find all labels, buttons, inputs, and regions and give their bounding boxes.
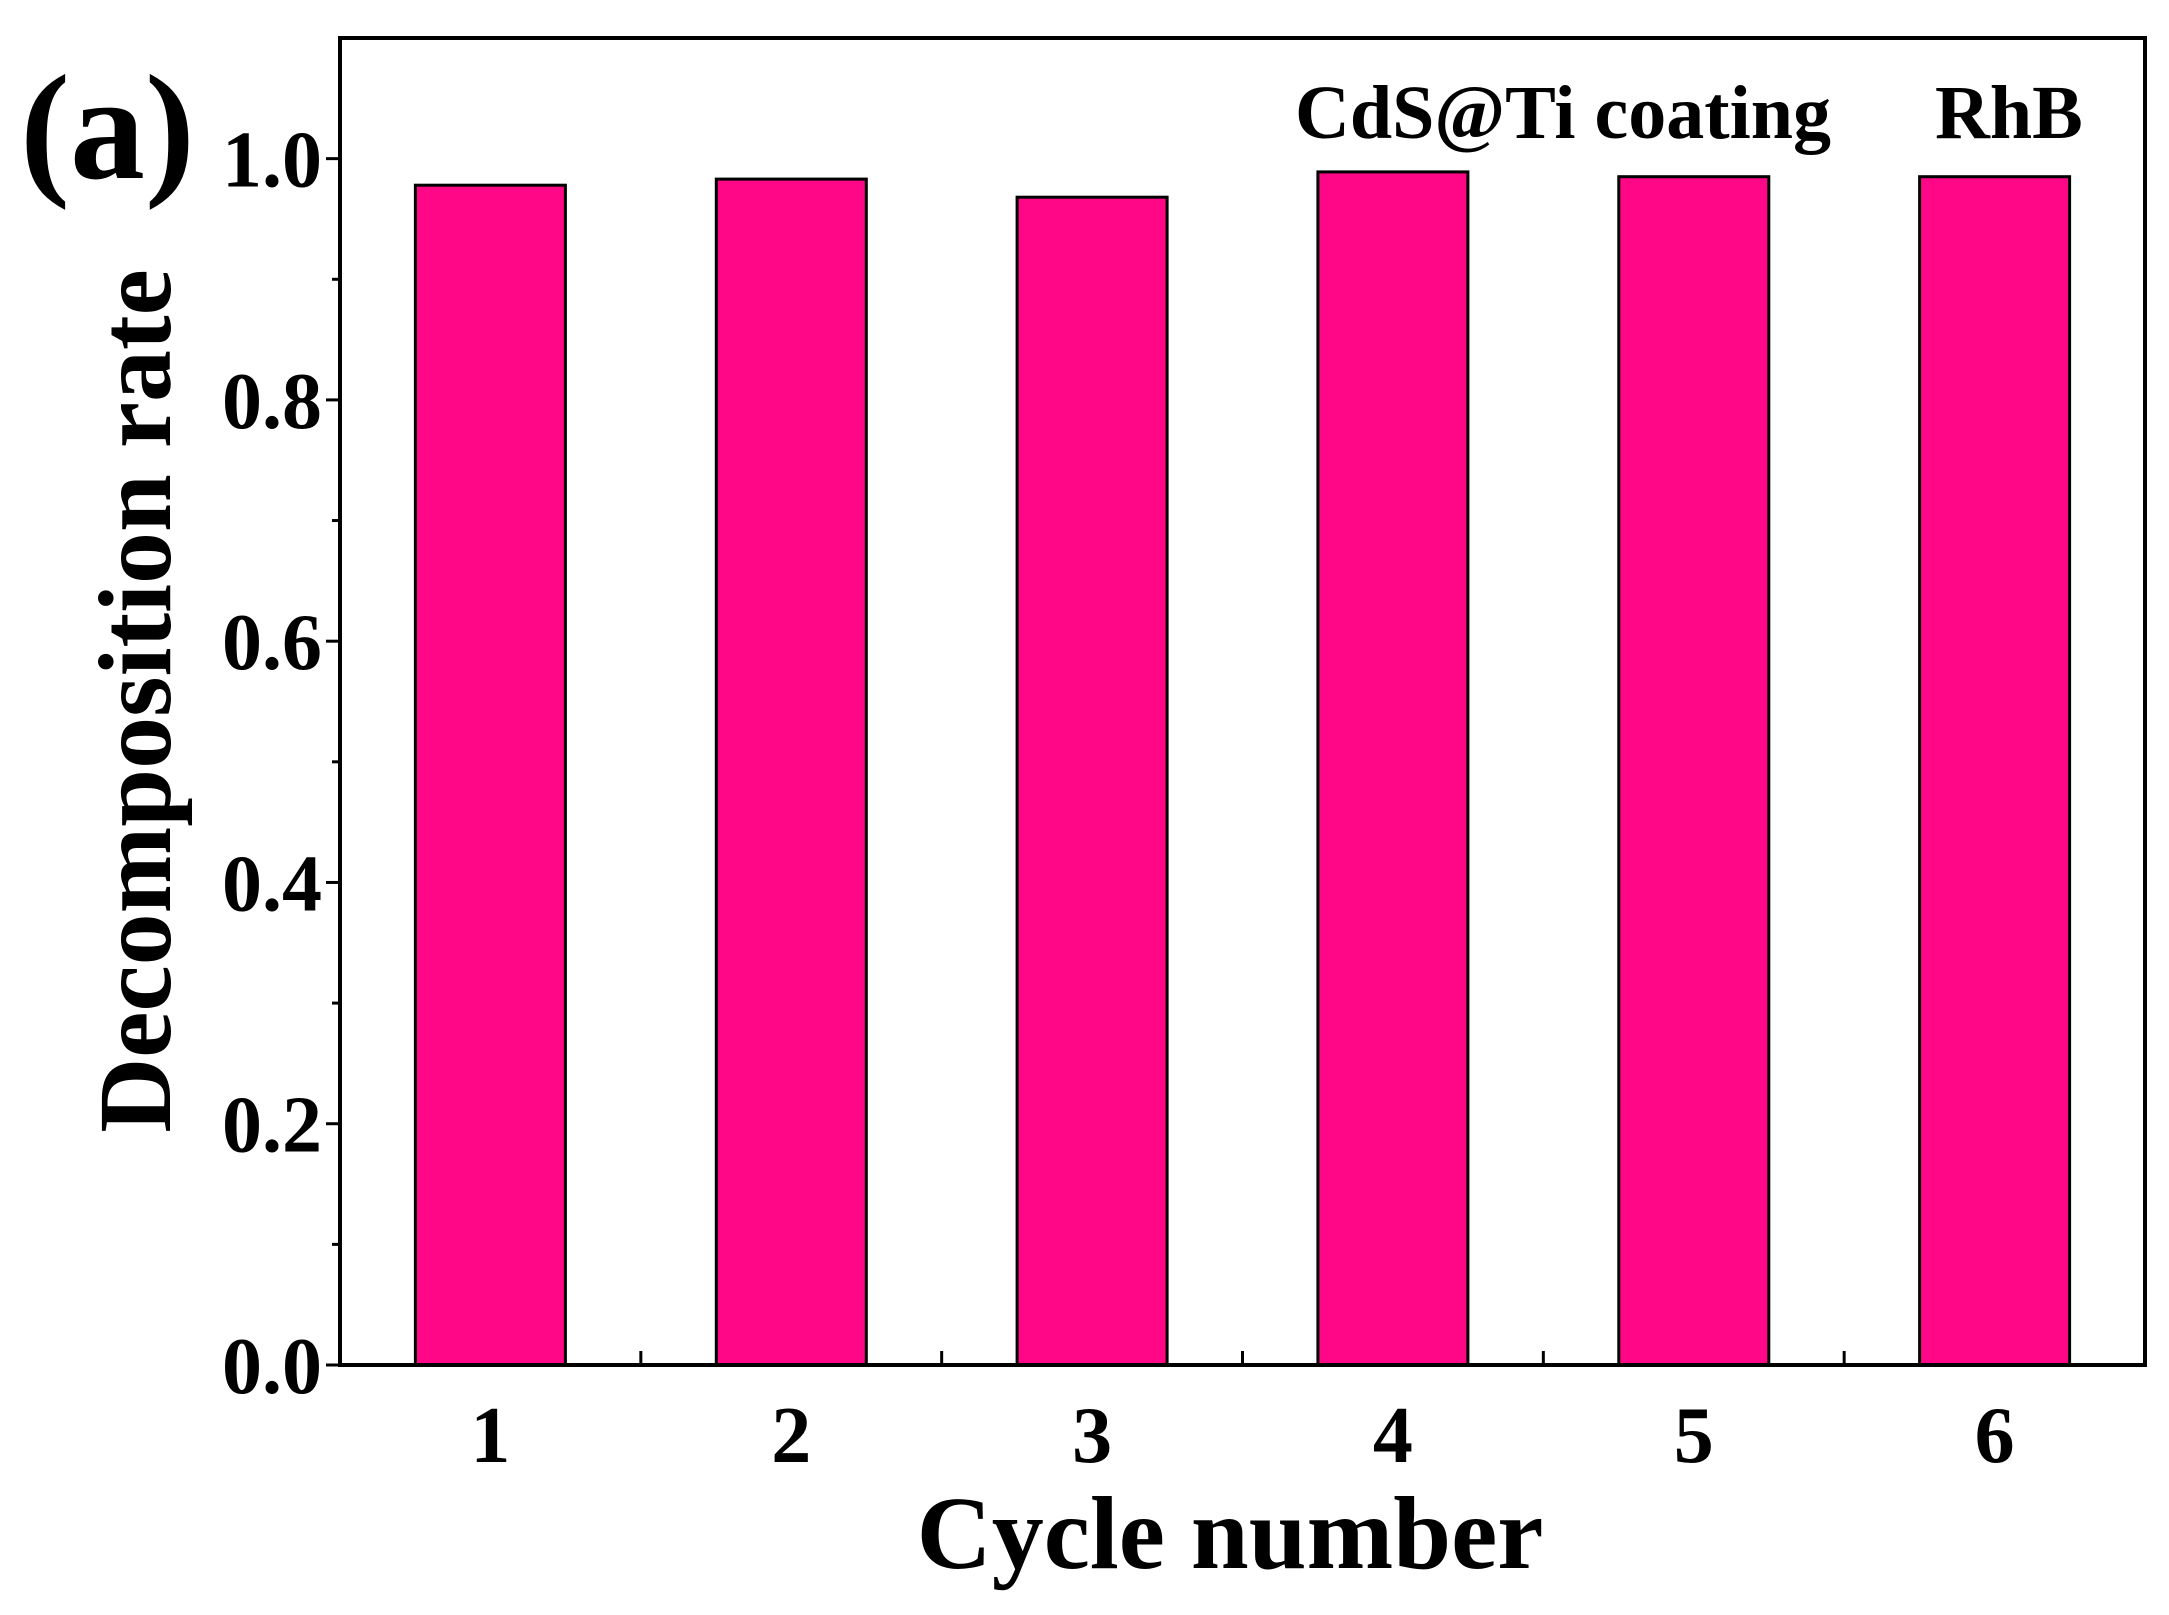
- y-tick-label: 0.2: [222, 1082, 322, 1170]
- y-tick-label: 0.8: [222, 358, 322, 446]
- annotation-dye: RhB: [1935, 71, 2083, 155]
- bar-cycle-3: [1015, 195, 1169, 1367]
- y-tick-label: 0.4: [222, 841, 322, 929]
- x-tick-label: 5: [1674, 1392, 1714, 1480]
- x-tick-label: 2: [771, 1392, 811, 1480]
- bar-cycle-2: [714, 177, 868, 1367]
- bar-cycle-6: [1918, 175, 2072, 1367]
- annotation-sample: CdS@Ti coating: [1295, 71, 1831, 155]
- x-axis-title: Cycle number: [917, 1476, 1544, 1591]
- bar-cycle-4: [1316, 170, 1470, 1367]
- y-tick-label: 1.0: [222, 117, 322, 205]
- ticks-layer: [326, 157, 1846, 1367]
- x-tick-label: 4: [1373, 1392, 1413, 1480]
- x-tick-label: 1: [470, 1392, 510, 1480]
- x-tick-label: 6: [1975, 1392, 2015, 1480]
- bar-cycle-5: [1617, 175, 1771, 1367]
- y-tick-label: 0.0: [222, 1323, 322, 1411]
- labels-layer: 1 2 3 4 5 6 0.0 0.2 0.4 0.6 0.8 1.0: [222, 117, 2015, 1480]
- x-tick-label: 3: [1072, 1392, 1112, 1480]
- panel-label: (a): [20, 45, 195, 211]
- bar-cycle-1: [413, 183, 567, 1367]
- bars-layer: [413, 170, 2072, 1367]
- y-axis-title: Decomposition rate: [78, 269, 193, 1133]
- y-tick-label: 0.6: [222, 599, 322, 687]
- plot-frame: [338, 36, 2147, 1367]
